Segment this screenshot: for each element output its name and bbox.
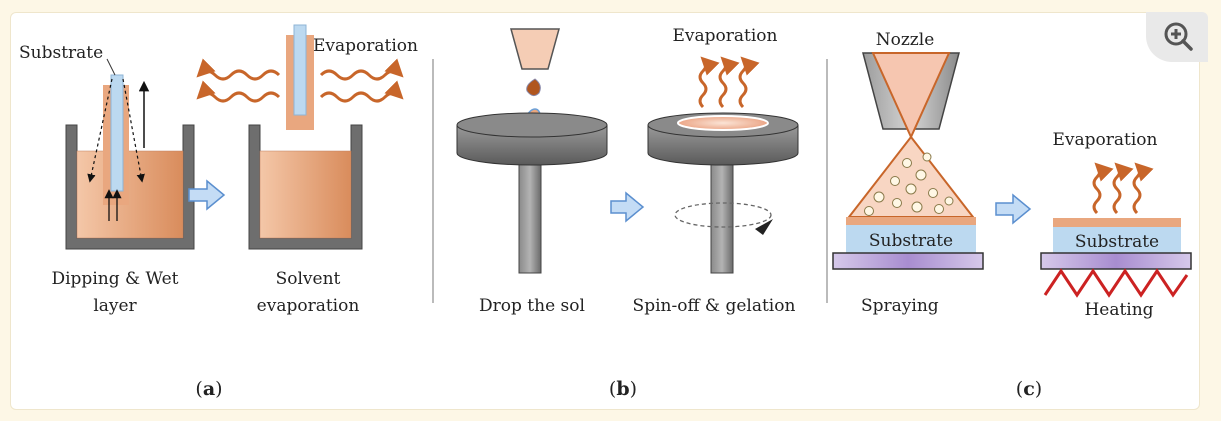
dashed-arrow-right	[122, 78, 145, 183]
spray-base-plate	[832, 252, 984, 270]
evaporation-waves-b	[698, 56, 760, 109]
caption-c: (c)	[1016, 378, 1042, 400]
heat-substrate	[1053, 227, 1181, 253]
caption-b: (b)	[609, 378, 637, 400]
sol-drop-1	[526, 78, 541, 97]
heat-coating-layer	[1053, 218, 1181, 227]
label-evaporation-b: Evaporation	[673, 26, 778, 46]
label-substrate-a: Substrate	[19, 43, 103, 63]
caption-a: (a)	[195, 378, 222, 400]
panel-b-spin-coating: Evaporation Drop the sol Spin-off & gela…	[456, 26, 799, 400]
heating-element	[1043, 268, 1189, 298]
process-arrow-b	[610, 191, 645, 223]
evaporation-waves-a	[196, 58, 404, 103]
rotation-path	[674, 202, 772, 228]
rotation-arrowhead	[755, 219, 773, 235]
label-nozzle: Nozzle	[876, 30, 935, 50]
dip-beaker	[65, 124, 195, 250]
dropper-nozzle	[510, 28, 560, 70]
label-solvent: Solvent	[276, 269, 341, 289]
evaporation-waves-c	[1092, 162, 1154, 215]
evaporation-beaker	[248, 124, 363, 250]
label-wet-layer: layer	[93, 296, 137, 316]
substrate-leader	[106, 58, 116, 76]
spinner-1	[456, 112, 608, 274]
process-arrow-c	[995, 193, 1032, 225]
zoom-in-button[interactable]	[1146, 12, 1208, 62]
label-evaporation-c: Evaporation	[1053, 130, 1158, 150]
label-evaporation-step: evaporation	[257, 296, 360, 316]
label-dipping: Dipping & Wet	[51, 269, 178, 289]
label-evaporation-a: Evaporation	[313, 36, 418, 56]
spinner-2	[647, 112, 799, 274]
process-arrow-a	[188, 179, 226, 211]
label-spin-off: Spin-off & gelation	[633, 296, 796, 316]
label-spraying: Spraying	[861, 296, 939, 316]
dip-substrate	[110, 74, 124, 192]
label-heating: Heating	[1084, 300, 1153, 320]
hot-plate	[1040, 252, 1192, 270]
spray-substrate	[846, 225, 976, 253]
label-substrate-heat: Substrate	[1075, 232, 1159, 252]
spray-droplets	[864, 152, 954, 216]
dashed-arrow-left	[87, 78, 113, 183]
nozzle-cone	[871, 52, 951, 140]
label-drop-sol: Drop the sol	[479, 296, 585, 316]
coated-substrate	[293, 24, 307, 116]
label-substrate-spray: Substrate	[869, 231, 953, 251]
zoom-in-icon	[1164, 22, 1193, 51]
panel-a-dip-coating: Substrate Evaporation Dipping & Wet laye…	[19, 24, 418, 400]
sol-gel-coating-diagram: Substrate Evaporation Dipping & Wet laye…	[19, 24, 1192, 400]
figure-frame: Substrate Evaporation Dipping & Wet laye…	[10, 12, 1200, 410]
spray-coating-layer	[846, 217, 976, 225]
panel-c-spray-coating: Nozzle Substrate Spraying Evaporation Su…	[832, 30, 1192, 400]
gel-film	[677, 115, 769, 131]
spray-cone	[846, 135, 976, 218]
